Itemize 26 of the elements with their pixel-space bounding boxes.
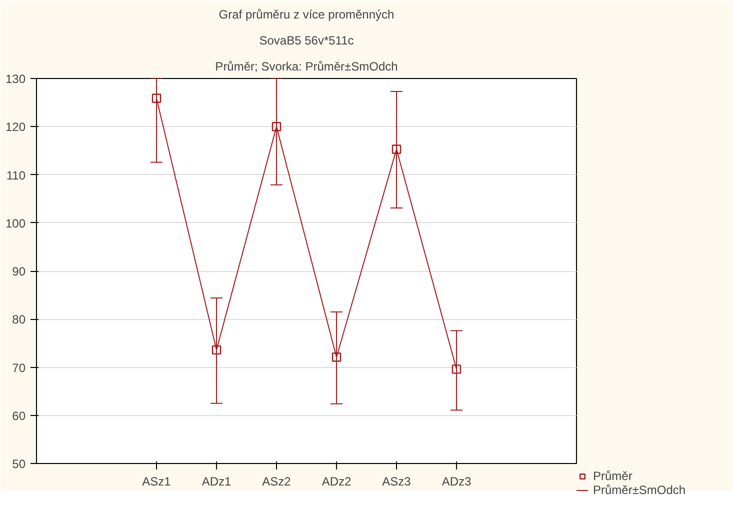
x-tick-label: ADz3	[442, 474, 472, 488]
x-tick-label: ADz2	[322, 474, 352, 488]
chart-title: Graf průměru z více proměnných	[218, 8, 394, 22]
x-tick-label: ASz2	[262, 474, 292, 488]
legend-label: Průměr	[593, 469, 632, 483]
y-tick-label: 60	[12, 408, 26, 423]
point	[392, 144, 402, 154]
x-tick-label: ASz3	[382, 474, 412, 488]
x-tick-label: ASz1	[142, 474, 172, 488]
y-tick-label: 130	[5, 72, 26, 86]
chart-subtitle: SovaB5 56v*511c	[259, 34, 354, 48]
point	[272, 122, 282, 132]
text: Průměr; Svorka: Průměr±SmOdch	[215, 60, 398, 74]
y-tick-label: 100	[5, 216, 26, 230]
y-tick-label: 70	[12, 360, 26, 375]
point	[152, 94, 162, 103]
text: Průměr±SmOdch	[593, 483, 686, 497]
y-tick-label: 90	[12, 264, 26, 278]
point	[332, 352, 342, 362]
y-tick-label: 110	[6, 168, 26, 182]
y-tick-label: 120	[5, 120, 26, 134]
x-tick-label: ADz1	[202, 474, 232, 488]
y-tick-label: 50	[12, 457, 26, 471]
point	[452, 364, 462, 374]
point	[212, 345, 222, 355]
y-tick-label: 80	[12, 312, 26, 327]
